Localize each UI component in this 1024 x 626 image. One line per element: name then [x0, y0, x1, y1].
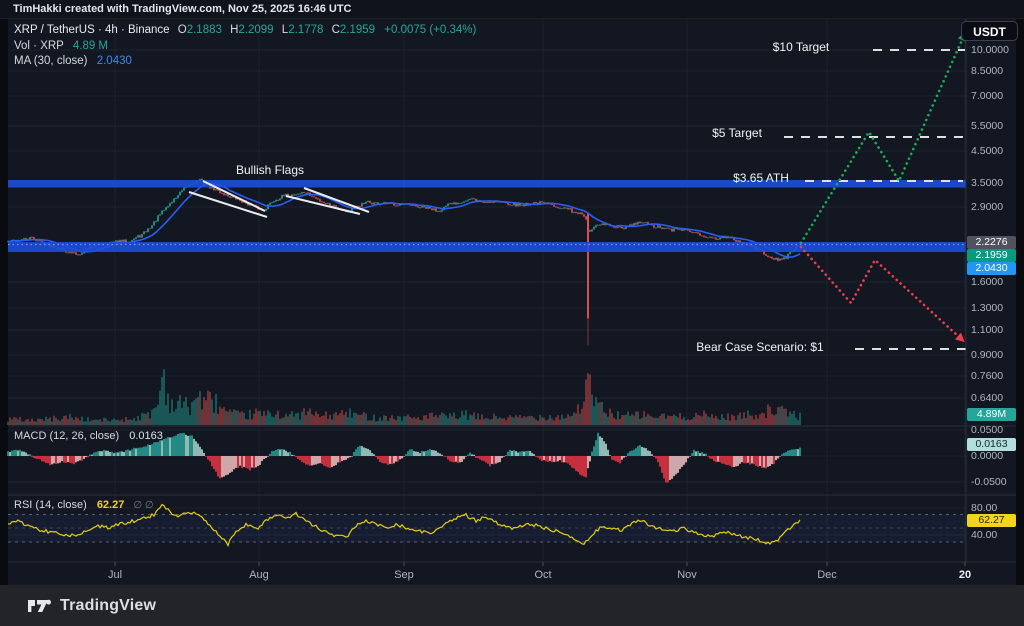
axis-label: 8.5000	[971, 65, 1004, 77]
volume-legend: Vol · XRP 4.89 M	[14, 39, 108, 54]
open-label: O	[177, 24, 187, 36]
axis-label: 40.00	[971, 529, 998, 541]
price-badge: 4.89M	[967, 408, 1016, 421]
time-label-month: Oct	[534, 569, 552, 581]
volume-value: 4.89 M	[72, 40, 109, 52]
annotation-target-5[interactable]: $5 Target	[712, 126, 762, 140]
axis-label: 5.5000	[971, 120, 1004, 132]
axis-label: 1.6000	[971, 276, 1004, 288]
time-label-month: Jul	[107, 569, 123, 581]
time-label-month: Aug	[249, 569, 269, 581]
annotation-ath[interactable]: $3.65 ATH	[733, 171, 789, 185]
tradingview-brand-link[interactable]: TradingView	[28, 597, 156, 615]
price-badge: 2.1959	[967, 249, 1016, 262]
high-label: H	[230, 24, 239, 36]
price-badge: 2.0430	[967, 262, 1016, 275]
volume-label[interactable]: Vol · XRP	[14, 40, 64, 52]
axis-label: 1.3000	[971, 302, 1004, 314]
time-label-month: Sep	[394, 569, 414, 581]
open-value: 2.1883	[186, 24, 222, 36]
low-value: 2.1778	[288, 24, 324, 36]
price-badge: 62.27	[967, 514, 1016, 527]
time-label-month: Nov	[677, 569, 697, 581]
axis-label: 10.0000	[971, 44, 1009, 56]
macd-legend: MACD (12, 26, close) 0.0163	[14, 430, 163, 442]
footer-bar: TradingView	[0, 585, 1024, 626]
symbol-legend: XRP / TetherUS · 4h · Binance O2.1883 H2…	[14, 23, 476, 38]
close-value: 2.1959	[339, 24, 376, 36]
axis-label: 0.6400	[971, 392, 1004, 404]
axis-label: 1.1000	[971, 324, 1004, 336]
rsi-value: 62.27	[96, 499, 125, 511]
price-badge: 0.0163	[967, 438, 1016, 451]
macd-value: 0.0163	[129, 430, 163, 442]
axis-label: 7.0000	[971, 90, 1004, 102]
axis-label: 0.7600	[971, 370, 1004, 382]
annotation-bullish-flags[interactable]: Bullish Flags	[235, 163, 305, 177]
close-label: C	[331, 24, 340, 36]
axis-label: 0.0000	[971, 450, 1004, 462]
symbol-title[interactable]: XRP / TetherUS · 4h · Binance	[14, 24, 170, 36]
time-label-year: 20	[958, 569, 972, 581]
axis-label: 80.00	[971, 502, 998, 514]
rsi-hidden-series-icons[interactable]: ∅ ∅	[133, 500, 154, 511]
annotation-bear[interactable]: Bear Case Scenario: $1	[696, 340, 824, 354]
axis-label: 0.0500	[971, 424, 1004, 436]
currency-toggle-button[interactable]: USDT	[961, 21, 1018, 41]
change-value: +0.0075 (+0.34%)	[384, 24, 477, 36]
rsi-legend: RSI (14, close) 62.27 ∅ ∅	[14, 499, 154, 511]
rsi-label[interactable]: RSI (14, close)	[14, 499, 87, 511]
axis-label: 2.9000	[971, 201, 1004, 213]
ma-legend: MA (30, close) 2.0430	[14, 54, 132, 69]
axis-label: 0.9000	[971, 349, 1004, 361]
macd-label[interactable]: MACD (12, 26, close)	[14, 430, 120, 442]
axis-label: 4.5000	[971, 145, 1004, 157]
attribution-bar: TimHakki created with TradingView.com, N…	[0, 0, 1024, 19]
time-label-month: Dec	[817, 569, 837, 581]
annotation-target-10[interactable]: $10 Target	[772, 40, 830, 54]
footer-brand-text: TradingView	[60, 596, 157, 614]
ma-label[interactable]: MA (30, close)	[14, 55, 88, 67]
low-label: L	[281, 24, 289, 36]
high-value: 2.2099	[238, 24, 274, 36]
axis-label: 3.5000	[971, 177, 1004, 189]
attribution-text: TimHakki created with TradingView.com, N…	[13, 3, 352, 15]
axis-label: -0.0500	[971, 476, 1007, 488]
tradingview-logo-icon	[28, 599, 51, 612]
price-badge: 2.2276	[967, 236, 1016, 249]
ma-value: 2.0430	[96, 55, 132, 67]
